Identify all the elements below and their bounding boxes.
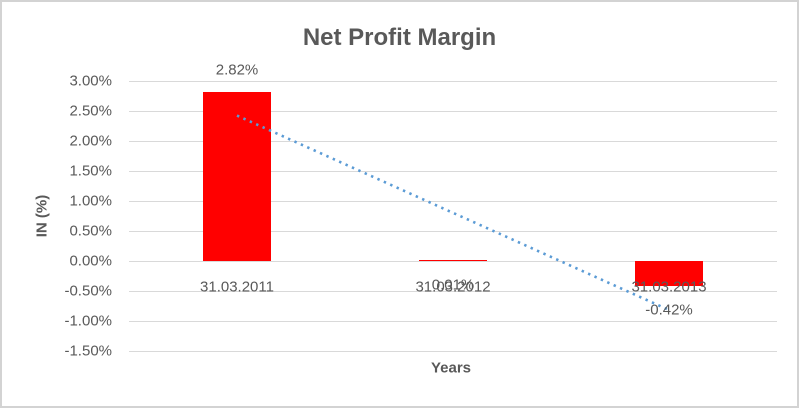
data-label: -0.42% xyxy=(645,301,693,319)
y-tick-label: 2.50% xyxy=(69,102,112,120)
y-tick-label: -1.00% xyxy=(64,312,112,330)
y-tick-label: 1.00% xyxy=(69,192,112,210)
gridline xyxy=(129,81,777,82)
gridline xyxy=(129,351,777,352)
category-label: 31.03.2011 xyxy=(200,278,274,296)
y-tick-label: -0.50% xyxy=(64,282,112,300)
y-tick-label: 0.50% xyxy=(69,222,112,240)
y-tick-label: 1.50% xyxy=(69,162,112,180)
bar-31.03.2012 xyxy=(419,260,487,261)
y-tick-label: 2.00% xyxy=(69,132,112,150)
gridline xyxy=(129,111,777,112)
y-tick-label: 0.00% xyxy=(69,252,112,270)
y-tick-label: 3.00% xyxy=(69,72,112,90)
bar-31.03.2011 xyxy=(203,91,271,261)
x-axis-title: Years xyxy=(430,359,472,377)
y-tick-label: -1.50% xyxy=(64,342,112,360)
gridline xyxy=(129,321,777,322)
chart-title: Net Profit Margin xyxy=(302,24,497,51)
category-label: 31.03.2012 xyxy=(415,278,491,296)
category-label: 31.03.2013 xyxy=(631,278,707,296)
data-label: 2.82% xyxy=(215,61,259,79)
